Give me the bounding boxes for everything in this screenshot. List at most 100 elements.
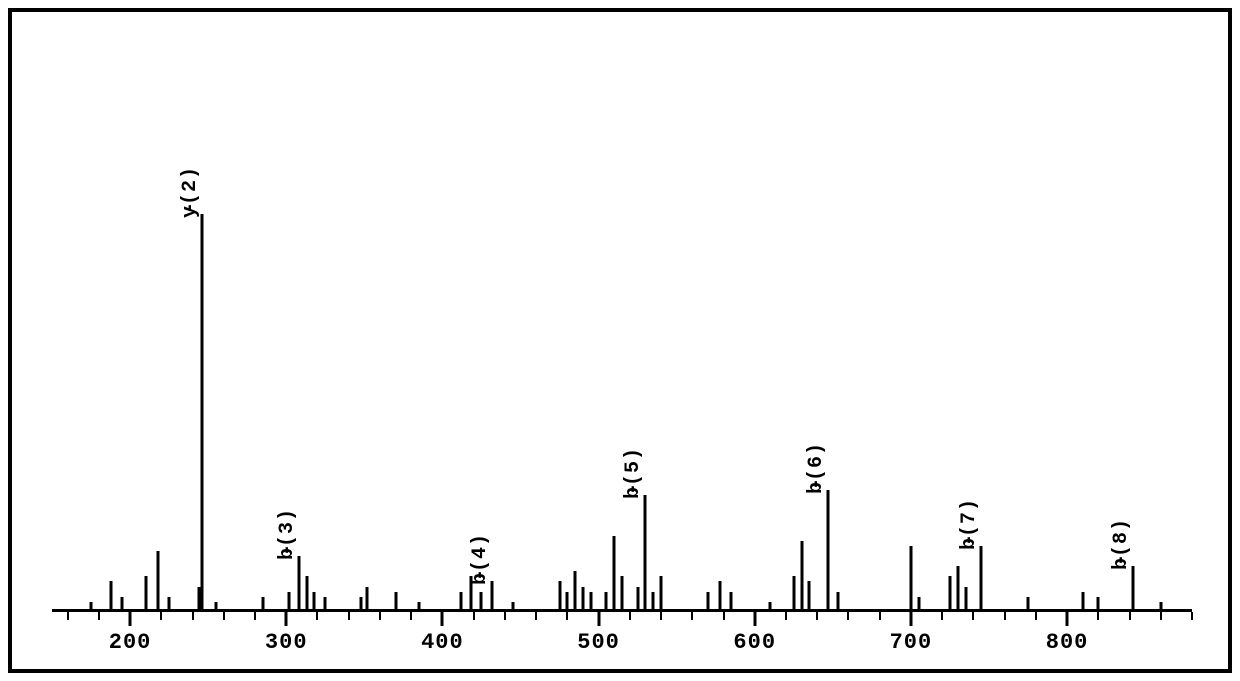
x-tick-minor [1004, 612, 1006, 620]
spectrum-peak [110, 581, 113, 612]
spectrum-peak [460, 592, 463, 612]
spectrum-peak [1081, 592, 1084, 612]
spectrum-peak [511, 602, 514, 612]
x-tick-minor [723, 612, 725, 620]
spectrum-peak [157, 551, 160, 612]
peak-label: y(2) [179, 166, 202, 218]
spectrum-peak [214, 602, 217, 612]
spectrum-peak [581, 587, 584, 613]
spectrum-peak [769, 602, 772, 612]
spectrum-peak [144, 576, 147, 612]
x-tick-minor [473, 612, 475, 620]
x-tick-minor [410, 612, 412, 620]
spectrum-peak [917, 597, 920, 612]
x-tick-minor [629, 612, 631, 620]
x-tick-minor [98, 612, 100, 620]
x-tick-major [441, 612, 444, 626]
spectrum-peak [605, 592, 608, 612]
x-tick-minor [1035, 612, 1037, 620]
chart-frame: 200300400500600700800-y(2)-b(3)-b(4)-b(5… [8, 8, 1232, 673]
x-tick-minor [1160, 612, 1162, 620]
x-tick-label: 500 [577, 630, 620, 655]
spectrum-peak [719, 581, 722, 612]
spectrum-peak [491, 581, 494, 612]
spectrum-peak [305, 576, 308, 612]
spectrum-peak [261, 597, 264, 612]
spectrum-peak [480, 592, 483, 612]
spectrum-peak [730, 592, 733, 612]
x-tick-minor [879, 612, 881, 620]
spectrum-peak [566, 592, 569, 612]
x-tick-minor [1191, 612, 1193, 620]
peak-label: b(6) [805, 442, 828, 494]
spectrum-peak [366, 587, 369, 613]
peak-label: b(8) [1110, 518, 1133, 570]
x-tick-minor [691, 612, 693, 620]
x-tick-label: 300 [265, 630, 308, 655]
spectrum-peak [558, 581, 561, 612]
spectrum-peak [948, 576, 951, 612]
spectrum-peak [168, 597, 171, 612]
spectrum-peak [1027, 597, 1030, 612]
spectrum-peak [589, 592, 592, 612]
x-tick-major [753, 612, 756, 626]
x-tick-minor [785, 612, 787, 620]
x-tick-minor [1097, 612, 1099, 620]
spectrum-peak [808, 581, 811, 612]
spectrum-peak [964, 587, 967, 613]
spectrum-peak [827, 490, 830, 612]
spectrum-plot: 200300400500600700800-y(2)-b(3)-b(4)-b(5… [52, 42, 1192, 612]
x-tick-minor [972, 612, 974, 620]
spectrum-peak [360, 597, 363, 612]
spectrum-peak [574, 571, 577, 612]
spectrum-peak [200, 214, 203, 612]
x-tick-minor [847, 612, 849, 620]
x-tick-minor [504, 612, 506, 620]
x-tick-minor [816, 612, 818, 620]
x-tick-minor [223, 612, 225, 620]
peak-label: b(3) [276, 508, 299, 560]
spectrum-peak [836, 592, 839, 612]
spectrum-peak [613, 536, 616, 613]
spectrum-peak [800, 541, 803, 612]
spectrum-peak [1159, 602, 1162, 612]
x-tick-minor [941, 612, 943, 620]
peak-label: b(7) [958, 498, 981, 550]
spectrum-peak [792, 576, 795, 612]
peak-label: b(5) [622, 447, 645, 499]
x-tick-label: 400 [421, 630, 464, 655]
spectrum-peak [417, 602, 420, 612]
spectrum-peak [288, 592, 291, 612]
x-tick-minor [535, 612, 537, 620]
x-tick-major [597, 612, 600, 626]
spectrum-peak [652, 592, 655, 612]
x-tick-label: 700 [890, 630, 933, 655]
spectrum-peak [636, 587, 639, 613]
spectrum-peak [394, 592, 397, 612]
x-tick-major [909, 612, 912, 626]
spectrum-peak [644, 495, 647, 612]
spectrum-peak [956, 566, 959, 612]
spectrum-peak [297, 556, 300, 612]
x-tick-label: 200 [109, 630, 152, 655]
x-tick-minor [160, 612, 162, 620]
x-tick-major [129, 612, 132, 626]
x-tick-major [1066, 612, 1069, 626]
spectrum-peak [909, 546, 912, 612]
spectrum-peak [1097, 597, 1100, 612]
x-tick-minor [566, 612, 568, 620]
spectrum-peak [706, 592, 709, 612]
x-tick-minor [67, 612, 69, 620]
x-tick-minor [1129, 612, 1131, 620]
x-tick-minor [192, 612, 194, 620]
peak-label: b(4) [469, 533, 492, 585]
spectrum-peak [324, 597, 327, 612]
x-tick-minor [348, 612, 350, 620]
spectrum-peak [121, 597, 124, 612]
spectrum-peak [313, 592, 316, 612]
spectrum-peak [621, 576, 624, 612]
spectrum-peak [660, 576, 663, 612]
x-tick-label: 800 [1046, 630, 1089, 655]
x-tick-minor [660, 612, 662, 620]
x-tick-minor [316, 612, 318, 620]
